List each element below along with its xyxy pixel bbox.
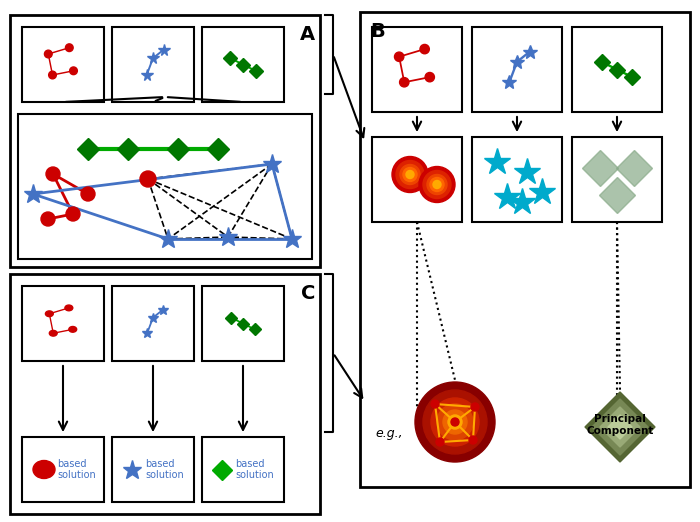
Bar (202, 437, 284, 502)
Circle shape (420, 44, 429, 54)
Polygon shape (608, 415, 632, 439)
Circle shape (436, 438, 444, 446)
Circle shape (443, 410, 467, 434)
Text: based
solution: based solution (145, 459, 183, 480)
Circle shape (140, 171, 156, 187)
Text: Principal
Component: Principal Component (587, 414, 654, 436)
Circle shape (471, 403, 479, 411)
Bar (10, 274, 320, 514)
Circle shape (403, 168, 417, 182)
Bar (22, 27, 104, 102)
Bar (372, 137, 462, 222)
Circle shape (41, 212, 55, 226)
Bar (10, 15, 320, 267)
Ellipse shape (33, 460, 55, 479)
Polygon shape (592, 399, 648, 455)
Circle shape (406, 171, 414, 179)
Circle shape (396, 160, 424, 188)
Text: B: B (370, 22, 385, 41)
Circle shape (81, 187, 95, 201)
Bar (572, 27, 662, 112)
Circle shape (430, 177, 444, 192)
Text: based
solution: based solution (235, 459, 274, 480)
Bar (472, 137, 562, 222)
Circle shape (392, 157, 428, 193)
Ellipse shape (69, 326, 77, 332)
Polygon shape (585, 392, 655, 462)
Circle shape (415, 382, 495, 462)
Circle shape (431, 398, 479, 446)
Bar (22, 286, 104, 361)
Circle shape (452, 419, 458, 425)
Bar (18, 114, 312, 259)
Circle shape (423, 171, 451, 198)
Bar (472, 27, 562, 112)
Circle shape (45, 50, 52, 58)
Circle shape (395, 52, 404, 62)
Circle shape (66, 44, 73, 52)
Bar (572, 137, 662, 222)
Circle shape (70, 67, 77, 75)
Circle shape (400, 164, 420, 184)
Text: based
solution: based solution (57, 459, 96, 480)
Circle shape (48, 71, 56, 79)
Ellipse shape (46, 311, 53, 317)
Circle shape (433, 181, 441, 188)
Text: A: A (300, 25, 315, 44)
Polygon shape (600, 407, 640, 447)
Bar (112, 286, 194, 361)
Circle shape (419, 167, 455, 203)
Circle shape (427, 174, 447, 195)
Circle shape (425, 73, 435, 82)
Text: C: C (300, 284, 315, 303)
Bar (360, 12, 690, 487)
Bar (112, 27, 194, 102)
Bar (112, 437, 194, 502)
Bar (372, 27, 462, 112)
Circle shape (437, 404, 473, 440)
Circle shape (66, 207, 80, 221)
Bar (22, 437, 104, 502)
Bar (202, 27, 284, 102)
Bar (202, 286, 284, 361)
Ellipse shape (65, 305, 73, 311)
Text: e.g.,: e.g., (375, 427, 402, 440)
Circle shape (469, 436, 477, 444)
Circle shape (451, 418, 459, 426)
Circle shape (423, 390, 487, 454)
Circle shape (448, 415, 462, 429)
Circle shape (400, 78, 409, 87)
Circle shape (431, 400, 439, 408)
Ellipse shape (49, 330, 57, 336)
Circle shape (46, 167, 60, 181)
